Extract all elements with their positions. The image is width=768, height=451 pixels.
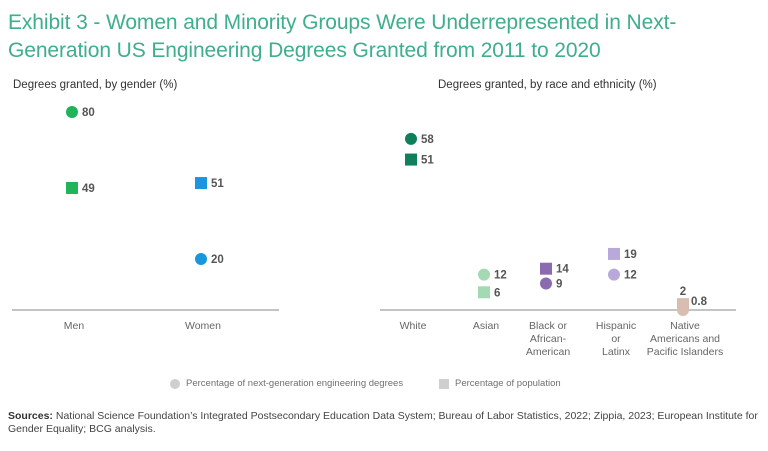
- value-label: 20: [211, 254, 224, 266]
- value-label: 49: [82, 183, 95, 195]
- legend-square-icon: [439, 378, 449, 389]
- degrees-point: [66, 106, 78, 118]
- legend-circle-icon: [170, 378, 180, 389]
- race-chart-title: Degrees granted, by race and ethnicity (…: [438, 79, 657, 91]
- degrees-point: [195, 253, 207, 265]
- legend-degrees: Percentage of next-generation engineerin…: [170, 378, 403, 389]
- value-label: 12: [494, 270, 507, 282]
- population-point: [405, 153, 417, 166]
- sources-label: Sources:: [8, 410, 53, 422]
- population-point: [677, 298, 689, 311]
- value-label: 2: [680, 286, 686, 298]
- degrees-point: [540, 277, 552, 290]
- degrees-point: [478, 268, 490, 281]
- population-point: [540, 262, 552, 275]
- population-point: [66, 181, 78, 194]
- value-label: 14: [556, 264, 569, 276]
- category-label: White: [400, 320, 427, 332]
- legend-population-label: Percentage of population: [455, 378, 561, 389]
- category-label: African-: [530, 333, 567, 345]
- category-label: Americans and: [650, 333, 720, 345]
- value-label: 9: [556, 278, 562, 290]
- category-label: Pacific Islanders: [647, 346, 723, 358]
- population-point: [608, 247, 620, 260]
- value-label: 12: [624, 270, 637, 282]
- value-label: 80: [82, 107, 95, 119]
- exhibit-title: Exhibit 3 - Women and Minority Groups We…: [8, 11, 677, 62]
- value-label: 51: [211, 178, 224, 190]
- sources-note: Sources: National Science Foundation’s I…: [8, 410, 763, 436]
- degrees-point: [405, 132, 417, 145]
- value-label: 58: [421, 134, 434, 146]
- value-label: 19: [624, 249, 637, 261]
- category-label: Hispanic: [596, 320, 636, 332]
- category-label: Men: [64, 320, 85, 332]
- sources-text: National Science Foundation’s Integrated…: [8, 410, 758, 435]
- legend-population: Percentage of population: [439, 378, 561, 389]
- gender-chart-title: Degrees granted, by gender (%): [13, 79, 178, 91]
- value-label: 6: [494, 287, 500, 299]
- category-label: Black or: [529, 320, 567, 332]
- category-label: Native: [670, 320, 700, 332]
- value-label: 51: [421, 155, 434, 167]
- category-label: or: [611, 333, 621, 345]
- legend-degrees-label: Percentage of next-generation engineerin…: [186, 378, 404, 389]
- category-label: American: [526, 346, 571, 358]
- degrees-point: [608, 268, 620, 281]
- category-label: Asian: [473, 320, 499, 332]
- population-point: [478, 286, 490, 299]
- value-label: 0.8: [691, 296, 708, 308]
- population-point: [195, 177, 207, 190]
- category-label: Women: [185, 320, 221, 332]
- category-label: Latinx: [602, 346, 631, 358]
